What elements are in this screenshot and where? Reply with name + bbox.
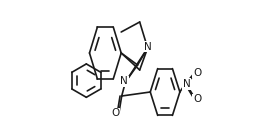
Text: N: N	[183, 79, 190, 89]
Text: O: O	[193, 68, 201, 78]
Text: O: O	[193, 94, 201, 104]
Text: N: N	[120, 76, 128, 86]
Text: O: O	[112, 108, 120, 118]
Text: N: N	[144, 42, 152, 52]
